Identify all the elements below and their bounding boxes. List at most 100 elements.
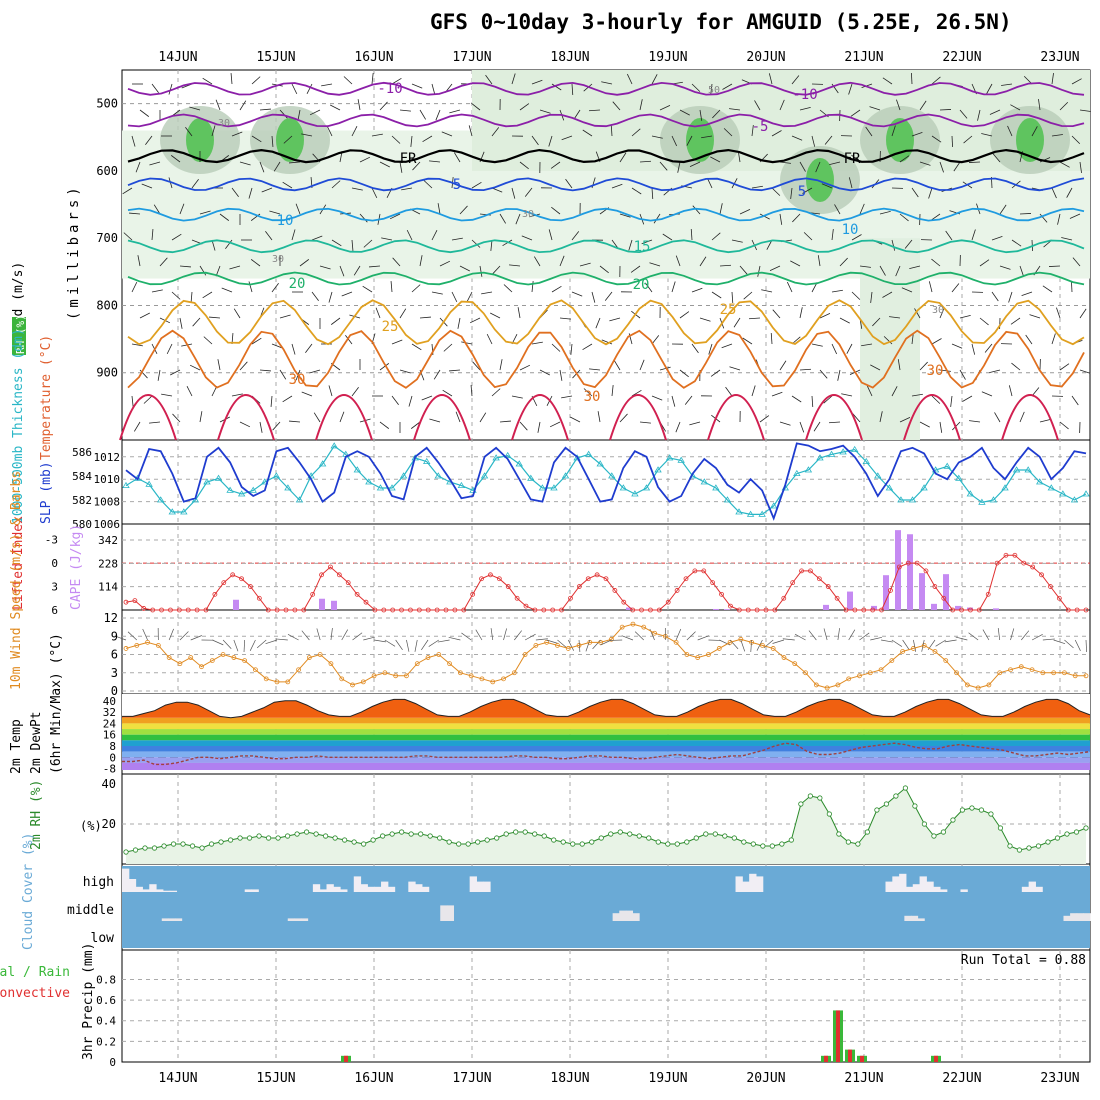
cape-bar bbox=[331, 600, 337, 610]
tick-label: 6 bbox=[111, 648, 118, 662]
wind-barb bbox=[689, 421, 701, 426]
thickness-marker bbox=[156, 496, 165, 503]
wind-barb bbox=[519, 364, 531, 371]
lifted-index-marker bbox=[985, 591, 991, 597]
cloud-high-bar bbox=[156, 889, 164, 892]
wind-barb bbox=[740, 639, 746, 652]
date-label-top: 16JUN bbox=[354, 50, 393, 65]
wind-barb bbox=[490, 628, 494, 641]
wind-barb bbox=[951, 135, 953, 148]
wind-barb bbox=[968, 632, 979, 641]
tick-label: 1006 bbox=[94, 518, 121, 531]
rh-blob bbox=[276, 118, 304, 162]
wind-barb bbox=[999, 204, 1007, 215]
cape-bar bbox=[626, 607, 632, 610]
wind-speed-marker bbox=[857, 673, 862, 679]
wind-barb bbox=[353, 265, 361, 276]
wind-barb bbox=[239, 161, 251, 166]
wind-barb bbox=[491, 127, 500, 137]
wind-speed-marker bbox=[199, 664, 204, 670]
wind-speed-marker bbox=[792, 661, 798, 667]
contour-label: 10 bbox=[842, 222, 859, 238]
thickness-marker bbox=[272, 472, 281, 479]
wind-barb bbox=[391, 339, 403, 345]
wind-barb bbox=[997, 628, 1001, 641]
tick-label: 580 bbox=[72, 518, 92, 531]
wind-speed-marker bbox=[964, 682, 970, 688]
rh-marker bbox=[731, 835, 737, 841]
wind-barb bbox=[170, 369, 181, 376]
rh-marker bbox=[246, 835, 253, 841]
date-label-bottom: 14JUN bbox=[158, 1071, 197, 1086]
wind-barb bbox=[994, 412, 1001, 423]
wind-speed-marker bbox=[781, 655, 787, 660]
wind-barb bbox=[831, 343, 838, 355]
rh-marker bbox=[931, 833, 937, 839]
wind-barb bbox=[759, 415, 770, 423]
wind-barb bbox=[914, 308, 921, 319]
wind-speed-marker bbox=[641, 624, 647, 630]
thickness-marker bbox=[365, 478, 373, 485]
wind-barb bbox=[251, 337, 262, 345]
cloud-high-bar bbox=[912, 884, 921, 892]
wind-speed-marker bbox=[166, 655, 172, 660]
wind-barb bbox=[239, 361, 248, 371]
wind-barb bbox=[551, 285, 562, 293]
rh-marker bbox=[303, 829, 310, 835]
lifted-index-marker bbox=[328, 564, 333, 570]
lifted-index-marker bbox=[594, 572, 600, 578]
wind-barb bbox=[592, 639, 601, 650]
rh-marker bbox=[180, 841, 186, 847]
wind-barb bbox=[989, 369, 1001, 374]
wind-barb bbox=[911, 72, 913, 85]
wind-barb bbox=[729, 366, 741, 371]
thickness-marker bbox=[862, 457, 870, 464]
wind-barb bbox=[499, 359, 503, 371]
wind-barb bbox=[824, 135, 833, 145]
wind-speed-marker bbox=[997, 670, 1003, 676]
wind-barb bbox=[771, 391, 783, 397]
rh-marker bbox=[874, 807, 880, 813]
rh-axis-labels: 2m RH (%) bbox=[29, 780, 44, 850]
wind-barb bbox=[930, 213, 941, 221]
wind-barb bbox=[149, 421, 161, 424]
wind-barb bbox=[301, 133, 313, 137]
rh-marker bbox=[275, 835, 281, 841]
rh-marker bbox=[693, 835, 699, 841]
cloud-high-bar bbox=[251, 889, 259, 892]
precip-convective-bar bbox=[824, 1055, 828, 1062]
cloud-high-bar bbox=[919, 876, 927, 892]
rh-marker bbox=[513, 829, 519, 835]
wind-barb bbox=[186, 386, 193, 397]
cloud-high-bar bbox=[340, 889, 348, 892]
wind-barb bbox=[341, 629, 349, 641]
wind-barb bbox=[551, 206, 561, 215]
wind-barb bbox=[599, 265, 609, 274]
wind-barb bbox=[330, 317, 341, 325]
wind-barb bbox=[811, 343, 823, 347]
wind-barb bbox=[1031, 126, 1038, 137]
rh-marker bbox=[883, 801, 889, 807]
thickness-marker bbox=[434, 472, 442, 479]
wind-speed-marker bbox=[447, 661, 452, 667]
wind-barb bbox=[969, 420, 981, 423]
wind-barb bbox=[771, 187, 781, 196]
wind-speed-marker bbox=[738, 636, 744, 642]
wind-barb bbox=[1019, 213, 1032, 215]
wind-barb bbox=[1048, 265, 1061, 267]
thickness-marker bbox=[665, 454, 674, 461]
wind-barb bbox=[129, 212, 141, 215]
wind-barb bbox=[142, 628, 148, 641]
wind-barb bbox=[1074, 639, 1081, 651]
wind-speed-marker bbox=[253, 667, 258, 673]
lifted-index-marker bbox=[888, 588, 893, 593]
wind-barb bbox=[139, 369, 148, 379]
wind-barb bbox=[455, 411, 461, 423]
wind-barb bbox=[461, 632, 472, 641]
wind-barb bbox=[250, 259, 261, 267]
rh-marker bbox=[655, 839, 661, 845]
wind-barb bbox=[546, 639, 559, 644]
date-label-bottom: 20JUN bbox=[746, 1071, 785, 1086]
wind-speed-marker bbox=[911, 646, 916, 651]
wind-barb bbox=[671, 281, 676, 293]
